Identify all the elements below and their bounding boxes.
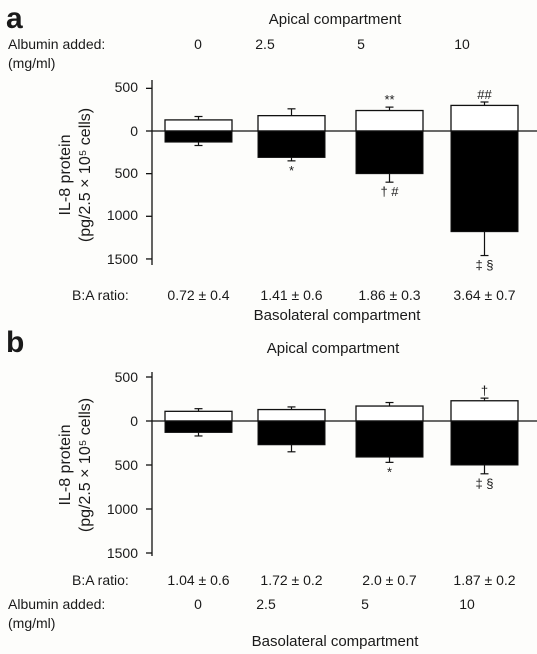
panel-a-apical-bar [450,104,519,132]
panel-a-apical-bar [164,119,233,132]
panel-b-basolateral-bar [164,420,233,433]
panel-b-ytick-label: 1500 [107,545,138,561]
panel-b-yticks: 500 0 500 1000 1500 [107,369,138,561]
panel-a-ratio-value: 1.41 ± 0.6 [260,287,322,303]
panel-b-apical-bar [257,408,326,422]
panel-b-ratio-value: 1.04 ± 0.6 [167,572,229,588]
panel-a-basolateral-header: Basolateral compartment [254,307,422,324]
panel-b-basolateral-bar [355,420,424,458]
panel-a-category-label: 2.5 [255,36,275,52]
panel-a-ratio-value: 0.72 ± 0.4 [167,287,229,303]
panel-a-albumin-label: Albumin added: [8,36,105,52]
panel-a-letter: a [6,2,23,35]
panel-b-ylabel-line1: IL-8 protein [57,425,74,506]
panel-a-basolateral-significance: ‡ § [475,258,493,273]
panel-a-apical-header: Apical compartment [269,11,402,28]
panel-b-ytick-label: 500 [115,369,139,385]
panel-b-letter: b [6,326,24,359]
panel-b-apical-bar [450,400,519,422]
panel-a-albumin-units: (mg/ml) [8,55,55,71]
panel-a-ytick-label: 500 [115,165,139,181]
panel-b-basolateral-bar [257,420,326,446]
panel-b-category-label: 0 [194,596,202,612]
panel-a-ylabel-line2: (pg/2.5 × 10⁵ cells) [77,108,94,242]
panel-a-apical-bar [355,109,424,132]
panel-a-basolateral-bar [164,130,233,143]
panel-a-category-label: 5 [357,36,365,52]
panel-a-apical-bar [257,114,326,132]
panel-b-ytick-label: 500 [115,457,139,473]
panel-a-apical-significance: ** [384,92,394,107]
panel-b-category-label: 10 [459,596,475,612]
panel-a-category-label: 10 [454,36,470,52]
panel-a-ytick-label: 1500 [107,251,138,267]
panel-b: b Apical compartment B:A ratio: Albumin … [6,326,537,650]
panel-a-basolateral-bar [450,130,519,233]
panel-a-ratio-value: 3.64 ± 0.7 [453,287,515,303]
panel-b-apical-bar [355,405,424,422]
panel-b-albumin-label: Albumin added: [8,596,105,612]
panel-b-apical-header: Apical compartment [267,340,400,357]
panel-a-basolateral-bar [355,130,424,175]
panel-a-ratio-label: B:A ratio: [72,287,129,303]
panel-b-ratio-label: B:A ratio: [72,572,129,588]
panel-a-category-label: 0 [194,36,202,52]
panel-b-ratio-value: 2.0 ± 0.7 [362,572,417,588]
panel-a-yticks: 500 0 500 1000 1500 [107,79,138,267]
panel-a-ratio-value: 1.86 ± 0.3 [358,287,420,303]
panel-b-albumin-units: (mg/ml) [8,615,55,631]
panel-b-category-label: 5 [361,596,369,612]
panel-b-ylabel-line2: (pg/2.5 × 10⁵ cells) [77,398,94,532]
panel-a-ylabel-line1: IL-8 protein [57,135,74,216]
panel-a-basolateral-significance: † # [380,184,399,199]
panel-b-category-label: 2.5 [256,596,276,612]
panel-a-plot: 0 0.72 ± 0.4 * 2.5 1.41 ± 0.6 ** † # 5 1.86 ± 0.… [146,36,537,303]
panel-b-ratio-value: 1.87 ± 0.2 [453,572,515,588]
panel-b-ytick-label: 1000 [107,501,138,517]
panel-a-ytick-label: 1000 [107,207,138,223]
panel-b-ytick-label: 0 [130,413,138,429]
panel-b-apical-bar [164,410,233,422]
panel-a-ytick-label: 0 [130,123,138,139]
panel-a-apical-significance: ## [477,87,492,102]
panel-b-ratio-value: 1.72 ± 0.2 [260,572,322,588]
panel-a-basolateral-significance: * [289,163,294,178]
panel-b-plot: 0 1.04 ± 0.6 2.5 1.72 ± 0.2 * 5 2.0 ± 0.7 † ‡ § 1… [146,372,537,612]
panel-b-basolateral-significance: ‡ § [475,476,493,491]
panel-b-basolateral-significance: * [387,464,392,479]
panel-b-basolateral-bar [450,420,519,466]
panel-b-apical-significance: † [481,383,488,398]
panel-a-ytick-label: 500 [115,79,139,95]
panel-b-basolateral-header: Basolateral compartment [252,633,420,650]
panel-a: a Apical compartment Albumin added: (mg/… [6,2,537,324]
panel-a-basolateral-bar [257,130,326,158]
